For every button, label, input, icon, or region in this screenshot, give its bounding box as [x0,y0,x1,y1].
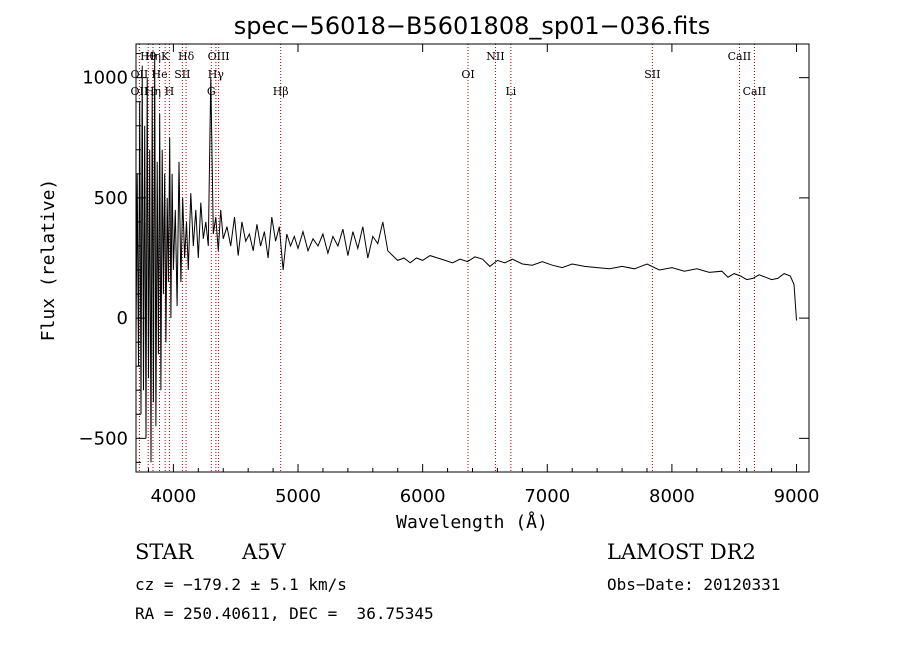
line-label-12: SII [644,68,660,81]
line-label-15: H [165,85,175,98]
coordinates: RA = 250.40611, DEC = 36.75345 [135,604,434,623]
line-label-3: Hδ [178,50,195,63]
object-class: STAR [135,540,194,564]
obs-date: Obs−Date: 20120331 [607,575,781,594]
line-label-2: K [161,50,170,63]
line-label-19: CaII [743,85,767,98]
y-axis-label: Flux (relative) [38,179,59,342]
y-tick-label-2: 500 [94,188,128,209]
line-label-14: Hη [145,85,161,98]
line-label-10: Hγ [208,68,225,81]
line-label-0: Hθ [140,50,157,63]
line-label-11: OI [461,68,474,81]
emission-line-markers [138,44,755,472]
line-label-9: SII [174,68,190,81]
spectrum-line [135,53,797,463]
y-tick-label-3: 1000 [82,68,128,89]
x-axis: 4000 5000 6000 7000 8000 9000 [147,44,820,507]
line-label-5: NII [486,50,504,63]
x-tick-label-2: 6000 [400,486,446,507]
chart-title: spec−56018−B5601808_sp01−036.fits [234,12,710,40]
x-tick-label-5: 9000 [774,486,820,507]
line-label-8: He [152,68,168,81]
line-label-7: OII [131,68,149,81]
line-label-1: Hη [145,50,161,63]
y-axis: −500 0 500 1000 [79,53,809,463]
x-tick-label-0: 4000 [150,486,196,507]
x-tick-label-1: 5000 [275,486,321,507]
y-tick-label-1: 0 [117,308,128,329]
line-label-17: Hβ [273,85,289,98]
x-axis-label: Wavelength (Å) [396,511,548,533]
line-label-13: OII [131,85,149,98]
y-tick-label-0: −500 [79,428,128,449]
line-label-6: CaII [728,50,752,63]
survey-name: LAMOST DR2 [607,540,756,564]
redshift-text: cz = −179.2 ± 5.1 km/s [135,575,347,594]
x-tick-label-3: 7000 [524,486,570,507]
x-tick-label-4: 8000 [649,486,695,507]
object-subclass: A5V [242,540,286,564]
line-label-18: Li [505,85,516,98]
line-label-4: OIII [208,50,230,63]
